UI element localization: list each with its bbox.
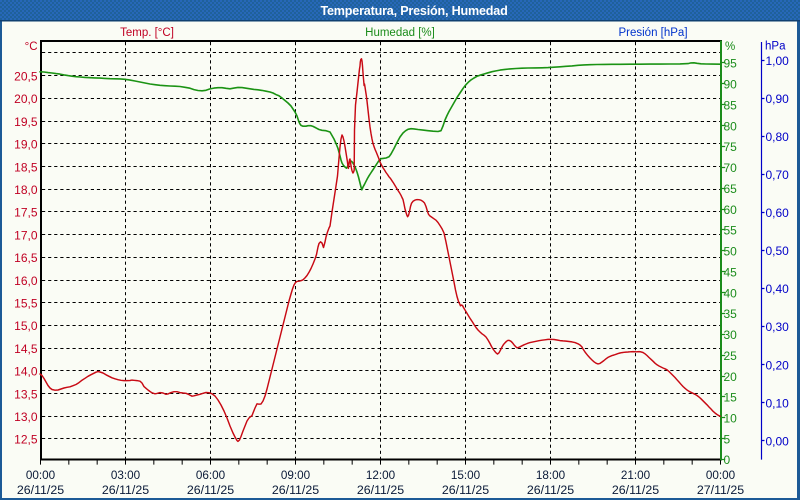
svg-text:60: 60 xyxy=(724,203,738,217)
svg-text:26/11/25: 26/11/25 xyxy=(612,483,659,497)
svg-text:25: 25 xyxy=(724,349,738,363)
svg-text:18,5: 18,5 xyxy=(14,160,38,174)
svg-text:17,5: 17,5 xyxy=(14,206,38,220)
svg-text:70: 70 xyxy=(724,161,738,175)
svg-text:19,0: 19,0 xyxy=(14,138,38,152)
svg-text:26/11/25: 26/11/25 xyxy=(102,483,149,497)
svg-text:26/11/25: 26/11/25 xyxy=(17,483,64,497)
svg-text:26/11/25: 26/11/25 xyxy=(527,483,574,497)
svg-text:17,0: 17,0 xyxy=(14,228,38,242)
svg-text:Temperatura, Presión, Humedad: Temperatura, Presión, Humedad xyxy=(320,4,507,18)
svg-text:%: % xyxy=(725,41,735,53)
svg-text:20,0: 20,0 xyxy=(14,92,38,106)
svg-text:00:00: 00:00 xyxy=(706,469,736,482)
svg-text:0,60: 0,60 xyxy=(766,206,790,220)
svg-text:°C: °C xyxy=(25,41,38,53)
svg-text:15,0: 15,0 xyxy=(14,319,38,333)
svg-text:21:00: 21:00 xyxy=(621,469,651,482)
svg-text:26/11/25: 26/11/25 xyxy=(442,483,489,497)
svg-text:03:00: 03:00 xyxy=(111,469,141,482)
svg-text:90: 90 xyxy=(724,78,738,92)
svg-text:75: 75 xyxy=(724,140,738,154)
svg-text:Presión [hPa]: Presión [hPa] xyxy=(618,27,687,39)
svg-text:14,5: 14,5 xyxy=(14,342,38,356)
svg-text:18:00: 18:00 xyxy=(536,469,566,482)
svg-text:14,0: 14,0 xyxy=(14,365,38,379)
svg-text:80: 80 xyxy=(724,119,738,133)
svg-text:26/11/25: 26/11/25 xyxy=(187,483,234,497)
svg-text:12,5: 12,5 xyxy=(14,433,38,447)
svg-text:26/11/25: 26/11/25 xyxy=(272,483,319,497)
svg-text:0,70: 0,70 xyxy=(766,168,790,182)
svg-text:15,5: 15,5 xyxy=(14,297,38,311)
svg-text:1,00: 1,00 xyxy=(766,54,790,68)
svg-text:50: 50 xyxy=(724,245,738,259)
svg-text:Temp. [°C]: Temp. [°C] xyxy=(120,27,174,39)
svg-text:18,0: 18,0 xyxy=(14,183,38,197)
svg-text:19,5: 19,5 xyxy=(14,115,38,129)
svg-text:85: 85 xyxy=(724,98,738,112)
svg-text:16,5: 16,5 xyxy=(14,251,38,265)
svg-text:15: 15 xyxy=(724,391,738,405)
svg-text:55: 55 xyxy=(724,224,738,238)
svg-text:0: 0 xyxy=(724,453,731,467)
svg-text:00:00: 00:00 xyxy=(26,469,56,482)
svg-text:0,30: 0,30 xyxy=(766,320,790,334)
svg-text:15:00: 15:00 xyxy=(451,469,481,482)
svg-text:0,90: 0,90 xyxy=(766,92,790,106)
svg-text:hPa: hPa xyxy=(765,41,786,53)
svg-text:30: 30 xyxy=(724,328,738,342)
svg-text:40: 40 xyxy=(724,286,738,300)
svg-text:12:00: 12:00 xyxy=(366,469,396,482)
svg-text:16,0: 16,0 xyxy=(14,274,38,288)
svg-text:45: 45 xyxy=(724,265,738,279)
svg-text:20: 20 xyxy=(724,370,738,384)
svg-text:10: 10 xyxy=(724,412,738,426)
svg-text:13,5: 13,5 xyxy=(14,387,38,401)
svg-text:35: 35 xyxy=(724,307,738,321)
svg-text:95: 95 xyxy=(724,57,738,71)
svg-text:13,0: 13,0 xyxy=(14,410,38,424)
svg-text:0,00: 0,00 xyxy=(766,434,790,448)
svg-text:20,5: 20,5 xyxy=(14,70,38,84)
svg-text:Humedad [%]: Humedad [%] xyxy=(365,27,435,39)
svg-text:5: 5 xyxy=(724,432,731,446)
svg-text:09:00: 09:00 xyxy=(281,469,311,482)
svg-text:0,20: 0,20 xyxy=(766,358,790,372)
svg-text:06:00: 06:00 xyxy=(196,469,226,482)
svg-text:0,10: 0,10 xyxy=(766,396,790,410)
svg-text:0,40: 0,40 xyxy=(766,282,790,296)
svg-text:26/11/25: 26/11/25 xyxy=(357,483,404,497)
svg-text:65: 65 xyxy=(724,182,738,196)
svg-text:0,50: 0,50 xyxy=(766,244,790,258)
svg-text:0,80: 0,80 xyxy=(766,130,790,144)
svg-text:27/11/25: 27/11/25 xyxy=(697,483,744,497)
